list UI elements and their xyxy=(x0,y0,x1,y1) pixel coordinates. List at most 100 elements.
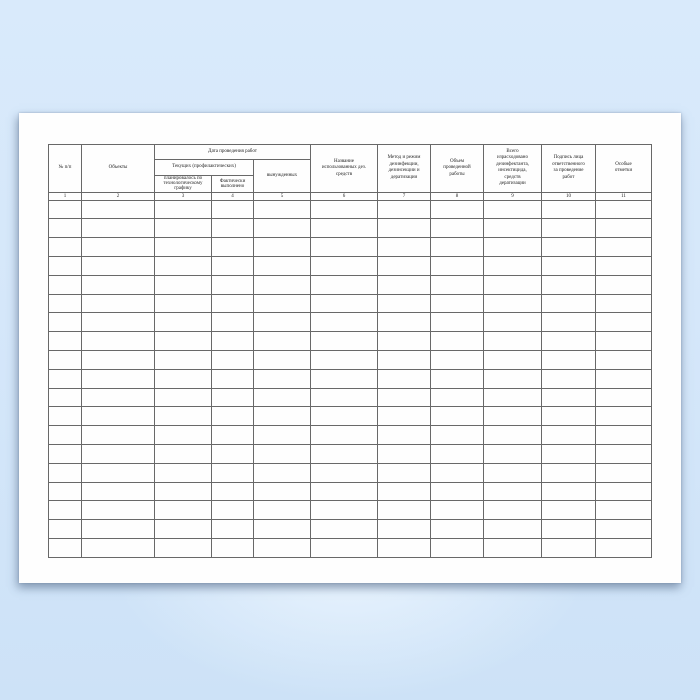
table-cell xyxy=(430,387,484,408)
table-cell xyxy=(377,519,431,539)
table-cell xyxy=(253,537,311,558)
column-number-cell: 7 xyxy=(377,191,431,201)
table-row xyxy=(48,462,652,483)
table-cell xyxy=(430,349,484,370)
table-row xyxy=(48,481,652,502)
table-cell xyxy=(253,500,311,521)
table-cell xyxy=(483,274,542,295)
table-cell xyxy=(430,312,484,333)
table-cell xyxy=(81,406,155,427)
table-cell xyxy=(253,218,311,239)
table-cell xyxy=(48,293,82,314)
table-cell xyxy=(154,218,212,239)
table-cell xyxy=(483,237,542,257)
table-cell xyxy=(310,199,378,220)
table-cell xyxy=(483,312,542,333)
table-cell xyxy=(211,500,254,521)
table-cell xyxy=(483,256,542,276)
table-cell xyxy=(541,481,596,502)
table-cell xyxy=(211,199,254,220)
table-cell xyxy=(541,293,596,314)
table-cell xyxy=(48,274,82,295)
table-cell xyxy=(211,256,254,276)
table-cell xyxy=(430,274,484,295)
table-cell xyxy=(595,237,652,257)
table-cell xyxy=(377,500,431,521)
table-cell xyxy=(595,274,652,295)
table-cell xyxy=(541,349,596,370)
table-cell xyxy=(154,519,212,539)
table-row xyxy=(48,537,652,558)
table-cell xyxy=(595,218,652,239)
table-cell xyxy=(154,331,212,351)
table-cell xyxy=(48,349,82,370)
table-cell xyxy=(48,218,82,239)
table-cell xyxy=(310,387,378,408)
table-cell xyxy=(48,537,82,558)
table-cell xyxy=(430,537,484,558)
table-cell xyxy=(310,218,378,239)
column-number-cell: 6 xyxy=(310,191,378,201)
table-row xyxy=(48,256,652,276)
table-cell xyxy=(310,256,378,276)
table-cell xyxy=(154,199,212,220)
table-cell xyxy=(541,218,596,239)
table-cell xyxy=(211,537,254,558)
table-cell xyxy=(81,349,155,370)
table-cell xyxy=(595,331,652,351)
table-cell xyxy=(81,293,155,314)
table-cell xyxy=(483,519,542,539)
table-cell xyxy=(595,312,652,333)
header-cell-total-used: Всего израсходовано дезинфектанта, инсек… xyxy=(483,144,542,193)
table-cell xyxy=(48,256,82,276)
table-cell xyxy=(310,274,378,295)
table-cell xyxy=(483,331,542,351)
table-cell xyxy=(483,462,542,483)
table-cell xyxy=(211,368,254,389)
table-cell xyxy=(253,519,311,539)
table-cell xyxy=(154,237,212,257)
table-cell xyxy=(595,537,652,558)
table-cell xyxy=(154,443,212,464)
table-cell xyxy=(430,331,484,351)
table-cell xyxy=(81,443,155,464)
table-cell xyxy=(310,237,378,257)
table-cell xyxy=(541,500,596,521)
header-cell-signature: Подпись лица ответственного за проведени… xyxy=(541,144,596,193)
table-cell xyxy=(310,293,378,314)
table-cell xyxy=(81,237,155,257)
table-cell xyxy=(154,481,212,502)
table-cell xyxy=(541,368,596,389)
table-cell xyxy=(154,406,212,427)
table-row xyxy=(48,218,652,239)
table-cell xyxy=(253,443,311,464)
table-cell xyxy=(310,443,378,464)
table-cell xyxy=(595,349,652,370)
table-cell xyxy=(310,406,378,427)
table-cell xyxy=(154,312,212,333)
table-cell xyxy=(253,256,311,276)
table-cell xyxy=(377,425,431,445)
table-cell xyxy=(377,293,431,314)
table-cell xyxy=(154,387,212,408)
table-cell xyxy=(154,425,212,445)
column-number-cell: 2 xyxy=(81,191,155,201)
table-cell xyxy=(253,387,311,408)
table-row xyxy=(48,237,652,257)
table-cell xyxy=(483,537,542,558)
table-cell xyxy=(377,443,431,464)
table-cell xyxy=(310,331,378,351)
table-cell xyxy=(48,425,82,445)
table-cell xyxy=(253,331,311,351)
table-cell xyxy=(483,481,542,502)
paper-page: № п/п Объекты Дата проведения работ Назв… xyxy=(19,113,681,583)
table-cell xyxy=(253,199,311,220)
table-cell xyxy=(377,537,431,558)
table-row xyxy=(48,406,652,427)
table-cell xyxy=(48,462,82,483)
table-cell xyxy=(377,274,431,295)
table-cell xyxy=(310,462,378,483)
header-cell-number: № п/п xyxy=(48,144,82,193)
table-header: № п/п Объекты Дата проведения работ Назв… xyxy=(48,144,652,201)
